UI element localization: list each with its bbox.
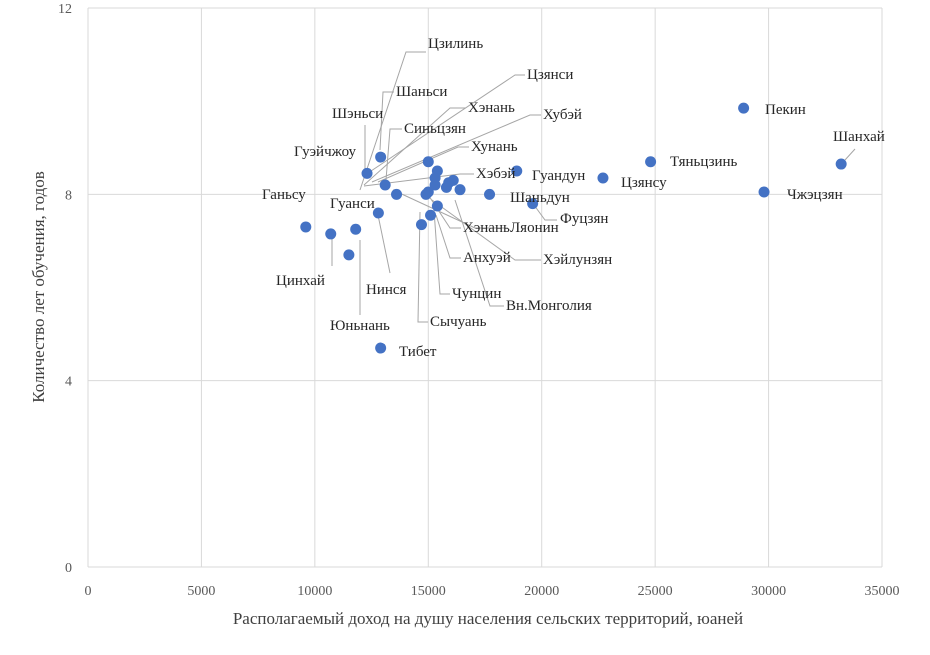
data-point	[511, 165, 523, 177]
point-labels: ЦзилиньЦзянсиШаньсиХэнаньШэньсиСиньцзянХ…	[262, 36, 885, 360]
point-label: Ганьсу	[262, 187, 306, 203]
data-point	[422, 156, 434, 168]
data-point	[738, 102, 750, 114]
point-label: Тяньцзинь	[670, 154, 738, 170]
leader-line	[435, 214, 461, 259]
point-label: Цзилинь	[428, 36, 483, 52]
point-label: Синьцзян	[404, 121, 466, 137]
data-point	[431, 200, 443, 212]
data-point	[325, 228, 337, 240]
point-label: Юньнань	[330, 318, 390, 334]
x-tick-label: 25000	[638, 584, 673, 599]
data-point	[835, 158, 847, 170]
point-label: Чжэцзян	[787, 187, 843, 203]
data-point	[645, 156, 657, 168]
data-point	[415, 219, 427, 231]
point-label: Цзянси	[527, 67, 573, 83]
point-label: Шаньдун	[510, 190, 570, 206]
x-tick-label: 15000	[411, 584, 446, 599]
point-label: Хубэй	[543, 107, 582, 123]
data-point	[758, 186, 770, 198]
data-point	[379, 179, 391, 191]
data-point	[454, 184, 466, 196]
data-point	[343, 249, 355, 261]
y-tick-label: 4	[65, 375, 72, 390]
y-axis-title: Количество лет обучения, годов	[29, 171, 48, 403]
point-label: Ляонин	[510, 220, 559, 236]
x-tick-label: 0	[85, 584, 92, 599]
point-label: Шаньси	[396, 84, 447, 100]
point-label: Сычуань	[430, 314, 487, 330]
x-tick-label: 10000	[297, 584, 332, 599]
data-points	[300, 102, 847, 354]
point-label: Гуанси	[330, 196, 375, 212]
point-label: Хэнань	[463, 220, 510, 236]
point-label: Анхуэй	[463, 250, 511, 266]
point-label: Пекин	[765, 102, 806, 118]
y-tick-label: 8	[65, 188, 72, 203]
point-label: Фуцзян	[560, 211, 608, 227]
point-label: Хэнань	[468, 100, 515, 116]
leader-line	[533, 204, 557, 221]
leader-line	[377, 146, 469, 183]
data-point	[300, 221, 312, 233]
data-point	[372, 207, 384, 219]
leader-line	[844, 148, 856, 161]
leader-line	[363, 107, 466, 186]
point-label: Тибет	[399, 344, 437, 360]
leader-line	[392, 189, 508, 229]
leader-line	[364, 74, 525, 176]
data-point	[597, 172, 609, 184]
point-label: Вн.Монголия	[506, 298, 592, 314]
point-label: Шэньси	[332, 106, 383, 122]
point-label: Гуандун	[532, 168, 585, 184]
point-label: Цзянсу	[621, 175, 667, 191]
data-point	[420, 188, 432, 200]
data-point	[425, 209, 437, 221]
leader-line	[377, 214, 391, 274]
point-label: Хэбэй	[476, 166, 515, 182]
data-point	[350, 223, 362, 235]
x-tick-label: 5000	[187, 584, 215, 599]
data-point	[447, 174, 459, 186]
x-axis-title: Располагаемый доход на душу населения се…	[233, 609, 743, 628]
tick-labels: 0 5000 10000 15000 20000 25000 30000 35000 0 4 8 12	[58, 2, 900, 599]
data-point	[440, 181, 452, 193]
leader-line	[431, 199, 541, 261]
point-label: Хэйлунзян	[543, 252, 612, 268]
data-point	[361, 167, 373, 179]
point-label: Нинся	[366, 282, 407, 298]
data-point	[391, 188, 403, 200]
data-point	[375, 151, 387, 163]
data-point	[527, 198, 539, 210]
point-label: Гуэйчжоу	[294, 144, 357, 160]
leader-line	[379, 91, 394, 151]
point-label: Хунань	[471, 139, 518, 155]
leader-line	[417, 211, 428, 323]
x-tick-label: 35000	[865, 584, 900, 599]
y-tick-label: 0	[65, 561, 72, 576]
data-point	[375, 342, 387, 354]
point-label: Шанхай	[833, 129, 885, 145]
leader-line	[433, 209, 450, 295]
x-tick-label: 20000	[524, 584, 559, 599]
x-tick-label: 30000	[751, 584, 786, 599]
data-point	[429, 179, 441, 191]
point-label: Чунцин	[452, 286, 501, 302]
gridlines	[87, 7, 883, 568]
leader-line	[363, 173, 474, 187]
data-point	[484, 188, 496, 200]
y-tick-label: 12	[58, 2, 72, 17]
leader-line	[454, 199, 504, 307]
leader-line	[359, 51, 426, 191]
point-label: Цинхай	[276, 273, 325, 289]
leader-line	[385, 128, 402, 181]
